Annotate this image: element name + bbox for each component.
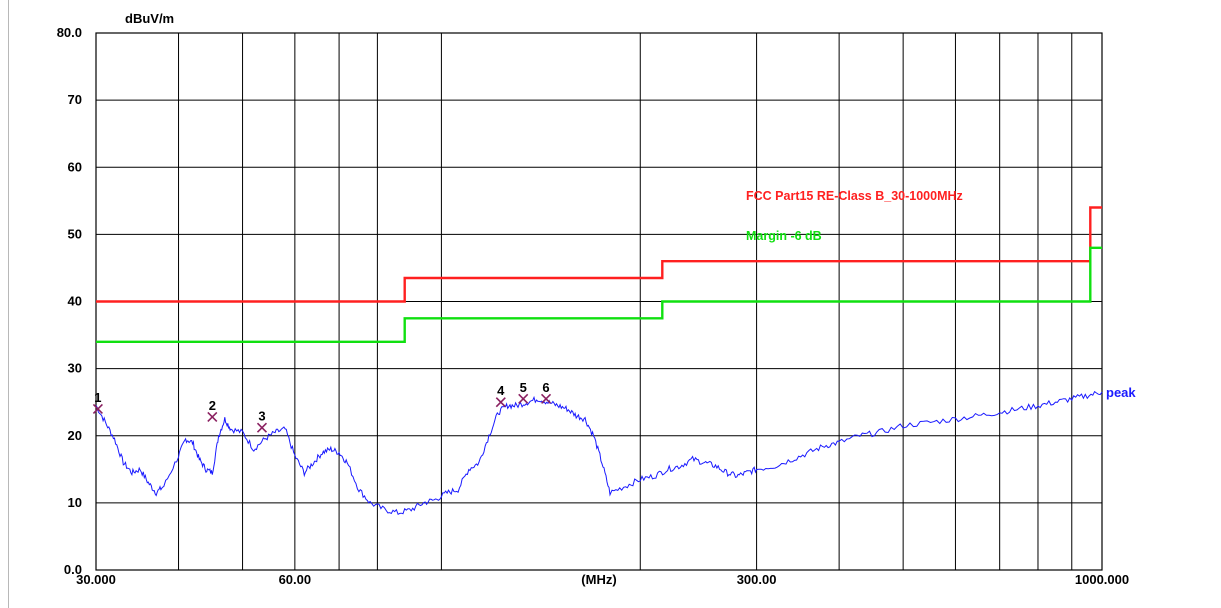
marker-x-stroke — [207, 411, 218, 423]
marker-label: 1 — [94, 390, 101, 405]
marker-x-stroke — [256, 422, 268, 433]
y-tick-label: 50 — [68, 226, 82, 241]
y-axis-unit-label: dBuV/m — [125, 11, 174, 26]
y-axis-tick-labels: 80.0 70 60 50 40 30 20 10 0.0 — [57, 25, 82, 577]
y-tick-label: 20 — [68, 428, 82, 443]
y-tick-label: 40 — [68, 294, 82, 309]
y-tick-label: 70 — [68, 92, 82, 107]
marker-x-stroke — [540, 393, 552, 404]
y-tick-label: 60 — [68, 159, 82, 174]
window-left-border — [8, 0, 9, 608]
marker-label: 3 — [258, 409, 265, 424]
marker-label: 6 — [542, 380, 549, 395]
x-tick-label: 300.00 — [737, 572, 777, 587]
y-tick-label: 30 — [68, 361, 82, 376]
marker-label: 2 — [209, 398, 216, 413]
marker-group: 1 2 3 4 5 6 — [92, 380, 552, 433]
x-tick-label: 60.00 — [279, 572, 312, 587]
y-tick-label: 80.0 — [57, 25, 82, 40]
margin-line-label: Margin -6 dB — [746, 229, 822, 243]
y-tick-label: 0.0 — [64, 562, 82, 577]
margin-line — [96, 246, 1102, 343]
marker-x-stroke — [518, 393, 529, 404]
x-axis-tick-labels: 30.000 60.00 300.00 1000.000 — [76, 572, 1129, 587]
peak-trace-line — [95, 390, 1103, 516]
peak-trace-label: peak — [1106, 385, 1136, 400]
y-tick-label: 10 — [68, 495, 82, 510]
limit-line-label: FCC Part15 RE-Class B_30-1000MHz — [746, 189, 963, 203]
x-tick-label: 1000.000 — [1075, 572, 1129, 587]
x-tick-label: 30.000 — [76, 572, 116, 587]
limit-line — [96, 206, 1102, 303]
marker-x-stroke — [495, 397, 506, 408]
marker-label: 4 — [497, 383, 505, 398]
grid-lines — [96, 33, 1102, 570]
series-group — [95, 206, 1103, 516]
x-axis-unit-label: (MHz) — [581, 572, 616, 587]
marker-x-stroke — [92, 403, 103, 414]
marker-label: 5 — [520, 380, 527, 395]
